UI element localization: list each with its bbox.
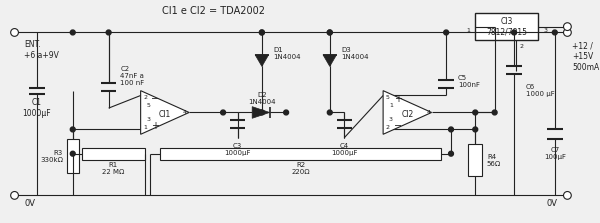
Text: 3: 3 — [389, 117, 393, 122]
Bar — [82, 148, 145, 159]
Polygon shape — [252, 107, 269, 118]
Circle shape — [512, 30, 517, 35]
Polygon shape — [323, 55, 337, 66]
Text: 3: 3 — [146, 117, 151, 122]
Text: 2: 2 — [386, 125, 390, 130]
Text: R4
56Ω: R4 56Ω — [487, 154, 501, 167]
Text: R1
22 MΩ: R1 22 MΩ — [102, 162, 125, 175]
Text: CI1 e CI2 = TDA2002: CI1 e CI2 = TDA2002 — [162, 6, 265, 16]
Text: 5: 5 — [146, 103, 151, 108]
Circle shape — [328, 110, 332, 115]
Text: D2
1N4004: D2 1N4004 — [248, 92, 275, 105]
Circle shape — [328, 30, 332, 35]
Text: D3
1N4004: D3 1N4004 — [341, 47, 369, 60]
Text: D1
1N4004: D1 1N4004 — [274, 47, 301, 60]
Text: 1: 1 — [467, 28, 470, 33]
Circle shape — [553, 30, 557, 35]
Circle shape — [449, 127, 454, 132]
Text: CI1: CI1 — [159, 110, 171, 119]
Circle shape — [11, 192, 19, 199]
Text: C2
47nF a
100 nF: C2 47nF a 100 nF — [120, 66, 145, 86]
Text: 1: 1 — [143, 125, 148, 130]
Circle shape — [70, 151, 75, 156]
Text: R2
220Ω: R2 220Ω — [292, 162, 310, 175]
Circle shape — [444, 30, 449, 35]
Text: C5
100nF: C5 100nF — [458, 75, 480, 88]
Bar — [469, 144, 482, 176]
Text: −: − — [394, 121, 402, 130]
Polygon shape — [140, 91, 189, 134]
Text: C6
1000 μF: C6 1000 μF — [526, 84, 554, 97]
Text: CI3
7812/7815: CI3 7812/7815 — [486, 17, 527, 36]
Text: +: + — [394, 94, 401, 104]
Circle shape — [563, 23, 571, 31]
Polygon shape — [383, 91, 431, 134]
Text: 0V: 0V — [24, 199, 35, 208]
Text: 3: 3 — [543, 28, 547, 33]
Circle shape — [284, 110, 289, 115]
Circle shape — [563, 29, 571, 36]
Text: ENT.
+6 a+9V: ENT. +6 a+9V — [24, 40, 59, 60]
Text: +: + — [151, 121, 159, 130]
Circle shape — [473, 110, 478, 115]
Text: −: − — [151, 94, 159, 104]
Text: 2: 2 — [143, 95, 148, 100]
Text: +12 /
+15V
500mA: +12 / +15V 500mA — [572, 42, 599, 72]
Text: C4
1000μF: C4 1000μF — [331, 143, 358, 156]
Circle shape — [106, 30, 111, 35]
Text: 2: 2 — [520, 43, 523, 49]
Text: C3
1000μF: C3 1000μF — [224, 143, 251, 156]
Text: 5: 5 — [386, 95, 390, 100]
Circle shape — [259, 30, 265, 35]
Circle shape — [473, 127, 478, 132]
Bar — [475, 13, 538, 40]
Text: 4: 4 — [427, 110, 431, 115]
Polygon shape — [255, 55, 269, 66]
Circle shape — [70, 30, 75, 35]
Text: 1: 1 — [389, 103, 393, 108]
Text: C7
100μF: C7 100μF — [544, 147, 566, 160]
Text: 4: 4 — [182, 110, 186, 115]
Circle shape — [563, 192, 571, 199]
Circle shape — [70, 127, 75, 132]
Circle shape — [259, 110, 265, 115]
Text: 0V: 0V — [547, 199, 558, 208]
Circle shape — [11, 29, 19, 36]
Text: C1
1000μF: C1 1000μF — [23, 98, 51, 118]
Text: R3
330kΩ: R3 330kΩ — [40, 150, 63, 163]
Circle shape — [492, 110, 497, 115]
Circle shape — [449, 151, 454, 156]
Text: CI2: CI2 — [401, 110, 413, 119]
Circle shape — [259, 30, 265, 35]
Bar — [67, 139, 79, 173]
Circle shape — [221, 110, 226, 115]
Circle shape — [328, 30, 332, 35]
Bar — [160, 148, 442, 159]
